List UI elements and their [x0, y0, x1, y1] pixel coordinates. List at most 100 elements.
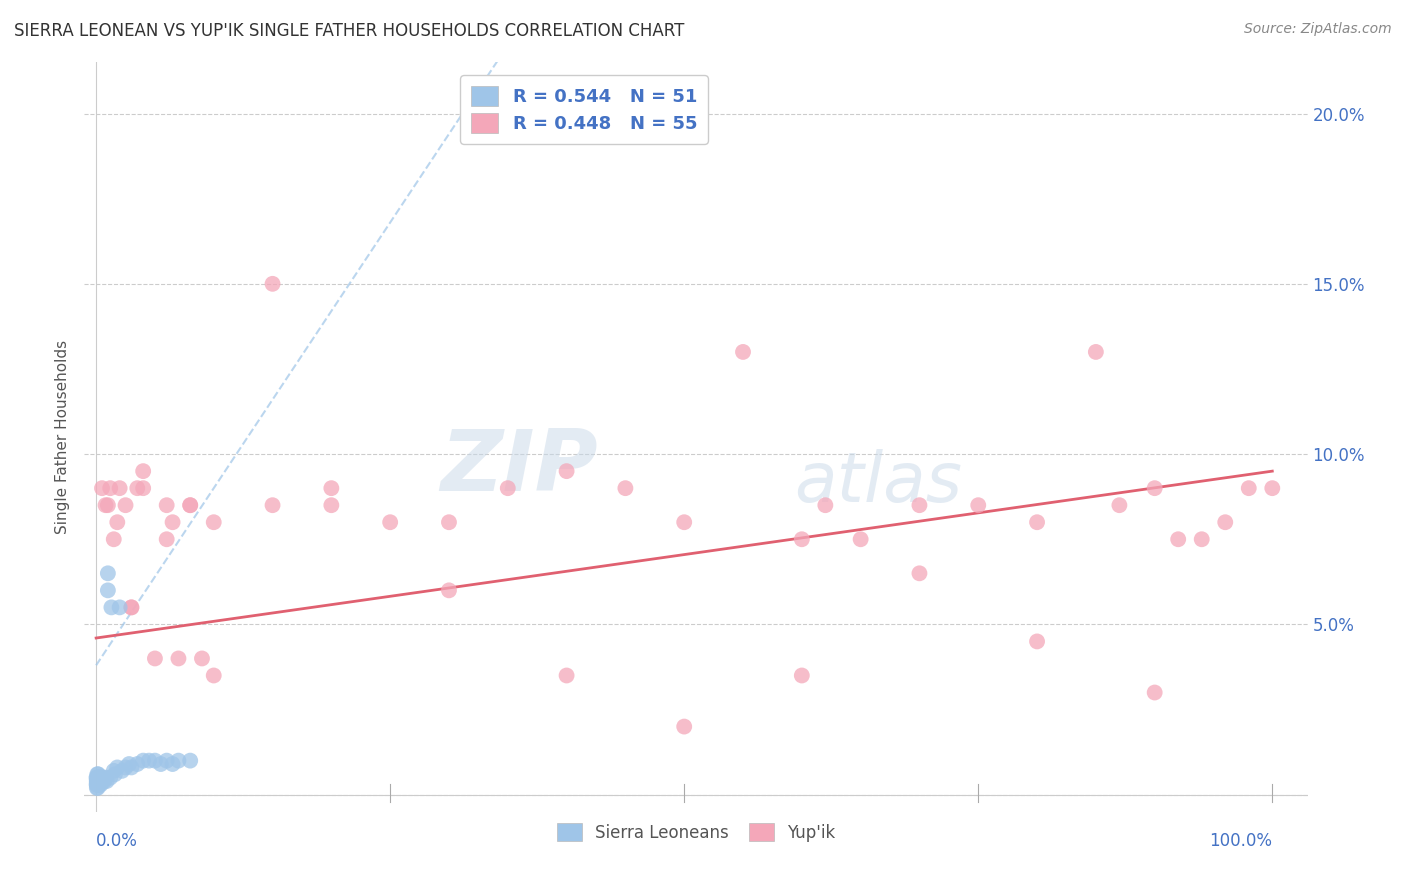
- Point: [1167, 533, 1189, 547]
- Point: [132, 754, 155, 768]
- Point: [1026, 634, 1049, 648]
- Point: [87, 771, 110, 785]
- Point: [1237, 481, 1260, 495]
- Point: [91, 771, 114, 785]
- Point: [93, 774, 115, 789]
- Point: [87, 774, 110, 789]
- Text: 100.0%: 100.0%: [1209, 832, 1272, 850]
- Point: [98, 771, 121, 785]
- Point: [120, 760, 142, 774]
- Point: [89, 777, 111, 791]
- Point: [162, 757, 184, 772]
- Point: [167, 754, 190, 768]
- Point: [98, 481, 121, 495]
- Point: [262, 277, 284, 291]
- Point: [1261, 481, 1284, 495]
- Point: [86, 777, 108, 791]
- Point: [87, 771, 110, 785]
- Point: [167, 651, 190, 665]
- Point: [97, 498, 120, 512]
- Point: [108, 600, 131, 615]
- Point: [673, 720, 696, 734]
- Point: [731, 345, 754, 359]
- Point: [86, 780, 108, 795]
- Point: [202, 668, 225, 682]
- Point: [191, 651, 214, 665]
- Text: ZIP: ZIP: [440, 425, 598, 508]
- Point: [380, 515, 402, 529]
- Point: [120, 600, 142, 615]
- Point: [96, 774, 118, 789]
- Point: [89, 771, 111, 785]
- Point: [97, 566, 120, 581]
- Point: [120, 600, 142, 615]
- Point: [103, 533, 125, 547]
- Point: [86, 777, 108, 791]
- Point: [87, 774, 110, 789]
- Point: [86, 777, 108, 791]
- Point: [1143, 481, 1166, 495]
- Point: [179, 498, 201, 512]
- Point: [437, 515, 460, 529]
- Point: [90, 777, 112, 791]
- Point: [814, 498, 837, 512]
- Point: [105, 515, 128, 529]
- Point: [1143, 685, 1166, 699]
- Point: [118, 757, 141, 772]
- Point: [262, 498, 284, 512]
- Point: [555, 668, 578, 682]
- Point: [86, 780, 108, 795]
- Point: [114, 498, 136, 512]
- Point: [132, 464, 155, 478]
- Point: [1108, 498, 1130, 512]
- Text: Source: ZipAtlas.com: Source: ZipAtlas.com: [1244, 22, 1392, 37]
- Point: [138, 754, 160, 768]
- Point: [156, 754, 179, 768]
- Point: [321, 481, 343, 495]
- Point: [94, 498, 117, 512]
- Point: [156, 498, 179, 512]
- Point: [1213, 515, 1236, 529]
- Point: [86, 774, 108, 789]
- Point: [86, 771, 108, 785]
- Point: [156, 533, 179, 547]
- Legend: Sierra Leoneans, Yup'ik: Sierra Leoneans, Yup'ik: [550, 816, 842, 848]
- Point: [87, 771, 110, 785]
- Point: [967, 498, 990, 512]
- Point: [321, 498, 343, 512]
- Text: SIERRA LEONEAN VS YUP'IK SINGLE FATHER HOUSEHOLDS CORRELATION CHART: SIERRA LEONEAN VS YUP'IK SINGLE FATHER H…: [14, 22, 685, 40]
- Point: [114, 760, 136, 774]
- Point: [143, 651, 166, 665]
- Point: [908, 566, 931, 581]
- Point: [127, 481, 149, 495]
- Point: [86, 771, 108, 785]
- Point: [1026, 515, 1049, 529]
- Point: [1191, 533, 1213, 547]
- Point: [673, 515, 696, 529]
- Text: atlas: atlas: [794, 449, 962, 516]
- Point: [86, 774, 108, 789]
- Point: [790, 668, 813, 682]
- Point: [127, 757, 149, 772]
- Point: [1084, 345, 1107, 359]
- Point: [91, 481, 114, 495]
- Point: [87, 767, 110, 781]
- Point: [91, 771, 114, 785]
- Point: [202, 515, 225, 529]
- Point: [111, 764, 134, 778]
- Point: [104, 767, 127, 781]
- Point: [614, 481, 637, 495]
- Point: [103, 764, 125, 778]
- Point: [149, 757, 172, 772]
- Point: [90, 774, 112, 789]
- Point: [89, 774, 111, 789]
- Point: [91, 774, 114, 789]
- Point: [86, 774, 108, 789]
- Point: [105, 760, 128, 774]
- Point: [179, 754, 201, 768]
- Point: [162, 515, 184, 529]
- Point: [849, 533, 872, 547]
- Y-axis label: Single Father Households: Single Father Households: [55, 340, 70, 534]
- Point: [108, 481, 131, 495]
- Point: [790, 533, 813, 547]
